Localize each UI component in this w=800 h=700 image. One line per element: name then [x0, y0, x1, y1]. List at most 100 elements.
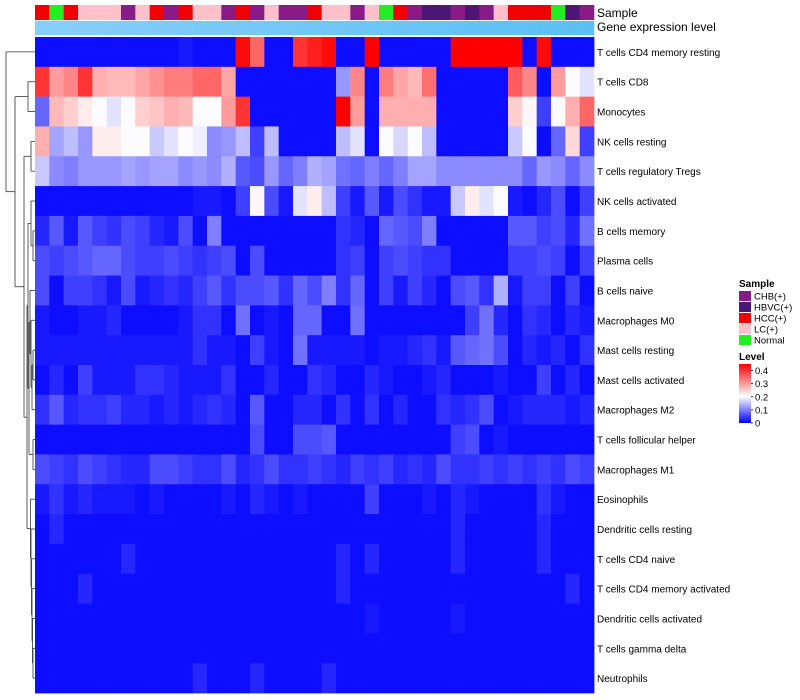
- heatmap-cell: [350, 186, 366, 217]
- heatmap-cell: [207, 424, 222, 455]
- heatmap-cell: [149, 37, 165, 68]
- heatmap-cell: [92, 335, 108, 366]
- heatmap-cell: [493, 66, 509, 98]
- heatmap-cell: [149, 335, 165, 366]
- heatmap-cell: [364, 156, 380, 187]
- heatmap-cell: [121, 663, 136, 694]
- heatmap-cell: [436, 215, 452, 247]
- heatmap-cell: [293, 365, 308, 396]
- heatmap-cell: [264, 335, 280, 366]
- heatmap-cell: [149, 186, 165, 217]
- heatmap-cell: [49, 245, 65, 276]
- sample-annotation-cell: [307, 5, 322, 20]
- heatmap-cell: [250, 215, 265, 247]
- heatmap-cell: [422, 573, 437, 604]
- heatmap-cell: [63, 633, 79, 664]
- heatmap-cell: [49, 186, 65, 217]
- heatmap-cell: [307, 245, 323, 276]
- heatmap-cell: [164, 573, 179, 604]
- heatmap-cell: [393, 573, 409, 604]
- heatmap-cell: [565, 156, 581, 187]
- heatmap-cell: [92, 573, 108, 604]
- heatmap-cell: [135, 394, 151, 426]
- heatmap-cell: [379, 335, 394, 366]
- heatmap-cell: [63, 156, 79, 187]
- heatmap-cell: [121, 484, 136, 515]
- heatmap-cell: [221, 573, 237, 604]
- heatmap-cell: [350, 603, 366, 634]
- heatmap-cell: [121, 275, 136, 306]
- heatmap-cell: [235, 663, 251, 694]
- heatmap-cell: [551, 305, 566, 336]
- heatmap-cell: [522, 156, 538, 187]
- gene-expression-annotation-cell: [579, 21, 595, 35]
- heatmap-cell: [364, 603, 380, 634]
- heatmap-cell: [422, 305, 437, 336]
- heatmap-cell: [579, 96, 595, 127]
- heatmap-cell: [149, 215, 165, 247]
- heatmap-cell: [49, 573, 65, 604]
- heatmap-cell: [336, 394, 351, 426]
- heatmap-cell: [250, 275, 265, 306]
- heatmap-cell: [63, 663, 79, 694]
- heatmap-cell: [293, 484, 308, 515]
- heatmap-cell: [149, 275, 165, 306]
- row-label: Dendritic cells resting: [597, 525, 692, 536]
- gene-expression-annotation-bar: [35, 21, 595, 35]
- gene-expression-annotation-cell: [121, 21, 136, 35]
- heatmap-cell: [149, 365, 165, 396]
- heatmap-cell: [336, 66, 351, 98]
- heatmap-cell: [336, 186, 351, 217]
- heatmap-cell: [164, 394, 179, 426]
- heatmap-cell: [92, 66, 108, 98]
- gene-expression-annotation-cell: [407, 21, 423, 35]
- heatmap-cell: [379, 633, 394, 664]
- heatmap-cell: [250, 633, 265, 664]
- heatmap-cell: [336, 543, 351, 575]
- heatmap-cell: [579, 215, 595, 247]
- heatmap-cell: [49, 514, 65, 545]
- heatmap-cell: [135, 245, 151, 276]
- heatmap-cell: [106, 454, 122, 485]
- heatmap-cell: [336, 484, 351, 515]
- heatmap-cell: [364, 186, 380, 217]
- heatmap-cell: [364, 633, 380, 664]
- heatmap-cell: [364, 424, 380, 455]
- heatmap-cell: [106, 335, 122, 366]
- heatmap-cell: [350, 663, 366, 694]
- heatmap-cell: [135, 543, 151, 575]
- heatmap-cell: [121, 365, 136, 396]
- heatmap-cell: [78, 186, 93, 217]
- heatmap-cell: [364, 335, 380, 366]
- heatmap-cell: [422, 96, 437, 127]
- heatmap-cell: [336, 603, 351, 634]
- row-label: NK cells resting: [597, 137, 666, 148]
- heatmap-cell: [164, 335, 179, 366]
- gene-expression-annotation-cell: [192, 21, 208, 35]
- heatmap-cell: [364, 96, 380, 127]
- heatmap-cell: [336, 245, 351, 276]
- heatmap-cell: [508, 484, 523, 515]
- sample-annotation-cell: [551, 5, 566, 20]
- heatmap-cell: [465, 96, 480, 127]
- heatmap-cell: [407, 365, 423, 396]
- heatmap-cell: [536, 663, 552, 694]
- heatmap-cell: [178, 514, 194, 545]
- heatmap-cell: [407, 66, 423, 98]
- heatmap-cell: [536, 514, 552, 545]
- heatmap-cell: [164, 37, 179, 68]
- heatmap-cell: [135, 365, 151, 396]
- heatmap-cell: [350, 156, 366, 187]
- heatmap-cell: [221, 305, 237, 336]
- heatmap-cell: [207, 305, 222, 336]
- heatmap-cell: [121, 424, 136, 455]
- heatmap-cell: [522, 543, 538, 575]
- heatmap-cell: [479, 573, 495, 604]
- heatmap-cell: [321, 186, 337, 217]
- heatmap-cell: [407, 126, 423, 157]
- heatmap-cell: [336, 454, 351, 485]
- heatmap-cell: [393, 394, 409, 426]
- heatmap-cell: [522, 454, 538, 485]
- heatmap-cell: [465, 186, 480, 217]
